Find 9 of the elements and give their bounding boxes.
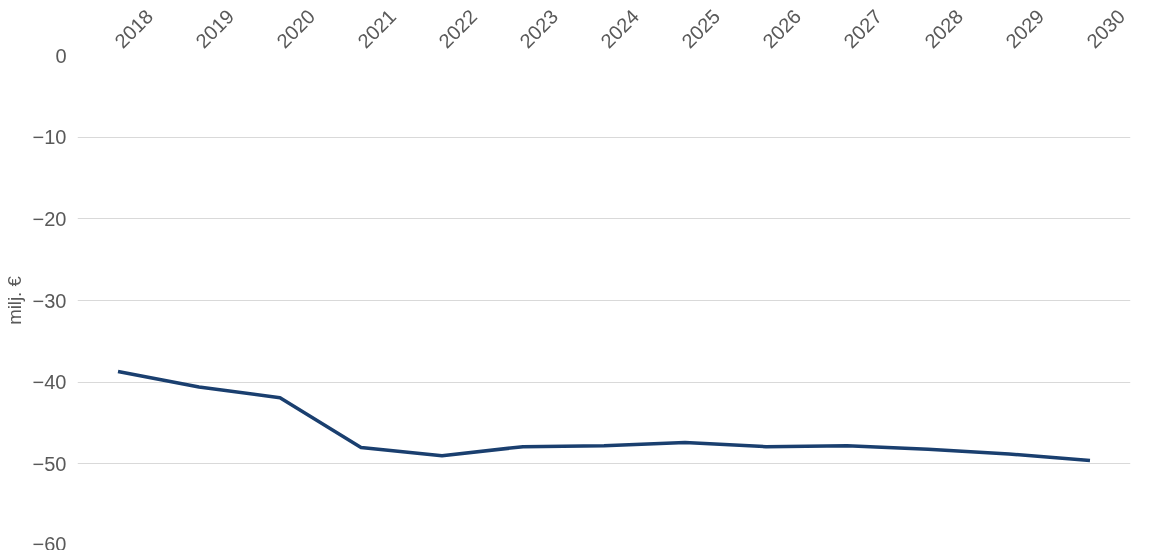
y-tick-label: 0 — [55, 44, 67, 67]
y-tick-label: −30 — [32, 289, 67, 312]
line-series — [116, 369, 1092, 463]
y-tick-label: −40 — [32, 371, 67, 394]
y-tick-label: −10 — [32, 126, 67, 149]
y-axis-title: milj. € — [3, 275, 25, 325]
y-tick-label: −50 — [32, 452, 67, 475]
y-tick-label: −60 — [32, 532, 67, 553]
y-tick-label: −20 — [32, 207, 67, 230]
